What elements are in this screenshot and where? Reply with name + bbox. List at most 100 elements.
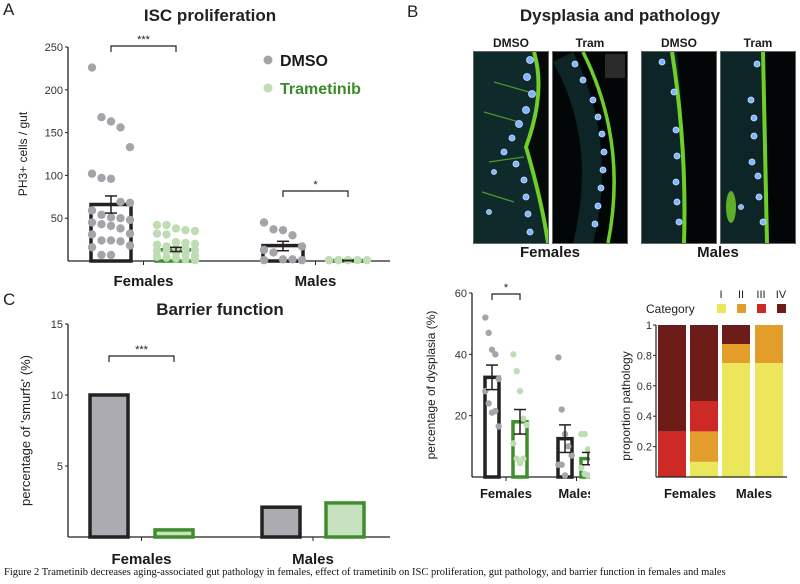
data-point-dmso <box>568 452 575 459</box>
data-point-trametinib <box>190 226 200 236</box>
data-point-dmso <box>485 329 492 337</box>
y-tick-label: 40 <box>455 349 467 361</box>
data-point-trametinib <box>520 455 527 462</box>
micro-label-males-tram: Tram <box>743 36 773 50</box>
data-point-trametinib <box>171 254 181 263</box>
y-axis-label: proportion pathology <box>619 351 633 460</box>
micro-group-males: Males <box>697 244 739 261</box>
significance-bracket <box>491 293 521 300</box>
legend-title: Category <box>646 302 695 316</box>
data-point-dmso <box>87 230 97 239</box>
y-tick-label: 0.8 <box>637 350 652 362</box>
figure-caption: Figure 2 Trametinib decreases aging-asso… <box>4 567 726 578</box>
data-point-dmso <box>97 112 106 122</box>
micro-label-females-dmso: DMSO <box>493 36 529 50</box>
data-point-dmso <box>259 218 269 227</box>
data-point-dmso <box>555 354 562 361</box>
y-tick-label: 100 <box>45 170 63 182</box>
panel-a-letter: A <box>3 0 15 19</box>
legend-label-III: III <box>756 289 765 301</box>
stacked-segment-I <box>755 363 783 477</box>
data-point-dmso <box>495 423 502 430</box>
data-point-trametinib <box>162 220 171 230</box>
y-tick-label: 0.2 <box>637 442 652 454</box>
data-point-dmso <box>87 63 97 72</box>
data-point-trametinib <box>162 253 171 262</box>
bar-trametinib <box>324 501 366 539</box>
legend-dmso-label: DMSO <box>280 53 328 70</box>
category-label: Females <box>664 486 716 501</box>
panel-b-letter: B <box>407 2 419 21</box>
isc-proliferation-chart: 50 100 150 200 250 PH3+ cells / gut Females Mal… <box>16 34 390 290</box>
micrograph-females-tram <box>552 51 628 244</box>
legend-label-IV: IV <box>776 289 787 301</box>
data-point-trametinib <box>353 255 362 265</box>
micrograph-females-dmso <box>473 51 549 244</box>
data-point-dmso <box>125 241 135 250</box>
category-label: Males <box>295 273 337 290</box>
data-point-dmso <box>278 255 288 264</box>
data-point-trametinib <box>171 224 181 233</box>
y-tick-label: 150 <box>45 128 63 140</box>
bar-dmso <box>88 393 130 539</box>
panel-c-letter: C <box>3 290 16 309</box>
legend-trametinib-label: Trametinib <box>280 81 361 98</box>
y-tick-label: 200 <box>45 85 63 97</box>
data-point-trametinib <box>152 220 162 230</box>
data-point-trametinib <box>162 247 171 256</box>
data-point-trametinib <box>181 238 190 248</box>
data-point-dmso <box>269 225 278 234</box>
significance-marker: * <box>504 282 509 294</box>
panel-b-title: Dysplasia and pathology <box>519 6 721 25</box>
data-point-trametinib <box>588 472 590 479</box>
y-tick-label: 60 <box>455 288 467 300</box>
data-point-dmso <box>97 236 106 245</box>
panel-a-title: ISC proliferation <box>143 6 277 25</box>
significance-marker: *** <box>135 344 149 356</box>
data-point-trametinib <box>510 440 517 447</box>
y-tick-label: 0.4 <box>637 411 652 423</box>
stacked-segment-III <box>690 401 718 432</box>
panel-c-title: Barrier function <box>156 300 284 319</box>
significance-bracket <box>110 45 177 52</box>
data-point-trametinib <box>152 246 162 255</box>
data-point-trametinib <box>523 421 530 429</box>
data-point-dmso <box>125 215 135 225</box>
data-point-trametinib <box>520 415 527 422</box>
data-point-trametinib <box>510 351 517 358</box>
data-point-dmso <box>106 250 116 260</box>
significance-bracket <box>108 355 175 362</box>
data-point-dmso <box>558 406 565 413</box>
significance-marker: *** <box>137 34 151 46</box>
data-point-trametinib <box>334 255 343 265</box>
y-axis-label: percentage of 'smurfs' (%) <box>18 355 33 506</box>
y-tick-label: 250 <box>45 42 63 54</box>
data-point-trametinib <box>578 464 585 471</box>
y-axis-label: PH3+ cells / gut <box>16 111 30 196</box>
y-tick-label: 20 <box>455 411 467 423</box>
data-point-trametinib <box>152 252 162 261</box>
data-point-dmso <box>106 213 116 222</box>
y-axis-label: percentage of dysplasia (%) <box>424 311 438 460</box>
data-point-dmso <box>106 221 116 231</box>
data-point-dmso <box>97 173 106 183</box>
data-point-dmso <box>116 237 125 246</box>
data-point-trametinib <box>513 455 520 462</box>
data-point-dmso <box>259 255 269 265</box>
micrograph-females-tram-art <box>553 52 627 243</box>
data-point-dmso <box>492 407 499 415</box>
data-point-dmso <box>488 346 496 353</box>
data-point-trametinib <box>152 240 162 249</box>
micrograph-males-dmso-art <box>642 52 716 243</box>
dysplasia-chart: 20 40 60 percentage of dysplasia (%) Females… <box>424 282 590 501</box>
significance-bracket <box>282 190 349 197</box>
category-label: Females <box>480 486 532 501</box>
stacked-segment-III <box>658 431 686 477</box>
micrograph-females-dmso-art <box>474 52 548 243</box>
data-point-trametinib <box>581 430 588 438</box>
legend-label-I: I <box>719 289 722 301</box>
stacked-segment-IV <box>690 325 718 401</box>
data-point-dmso <box>87 206 97 215</box>
category-label: Females <box>113 273 173 290</box>
legend-swatch-III <box>757 304 766 313</box>
